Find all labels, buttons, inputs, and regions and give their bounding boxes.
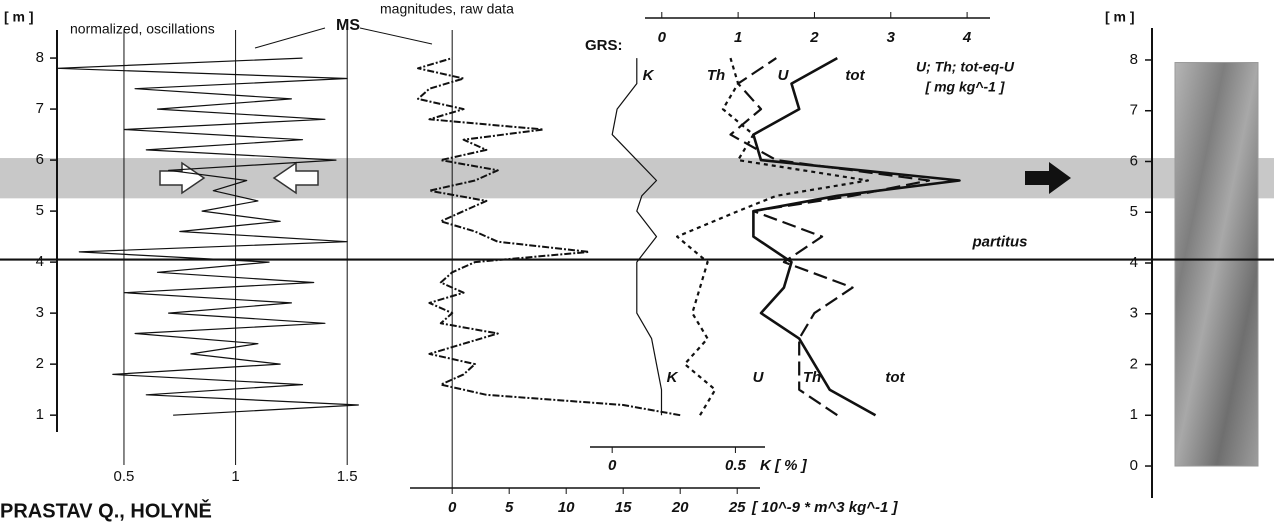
profile-line — [729, 57, 930, 417]
y-tick-label: 2 — [1130, 355, 1138, 372]
y-tick-label: 3 — [1130, 305, 1138, 322]
y-tick-label: 7 — [36, 100, 44, 117]
marker-label: partitus — [971, 234, 1027, 251]
y-tick-label: 1 — [1130, 406, 1138, 423]
ms-label: MS — [336, 17, 360, 34]
profile-line — [417, 57, 681, 417]
chart-title: normalized, oscillations — [70, 21, 215, 37]
series-label: K — [667, 369, 679, 386]
y-tick-label: 4 — [36, 253, 44, 270]
y-tick-label: 4 — [1130, 254, 1138, 271]
x2-axis-label: K [ % ] — [760, 457, 808, 474]
profile-line — [611, 58, 663, 416]
x-tick-label: 4 — [962, 29, 972, 46]
x2-tick-label: 0.5 — [725, 457, 747, 474]
x-tick-label: 0.5 — [114, 468, 135, 485]
y-tick-label: 6 — [36, 151, 44, 168]
arrow — [272, 161, 319, 195]
figure-title: PRASTAV Q., HOLYNĚ — [0, 498, 212, 522]
x-axis-unit: [ mg kg^-1 ] — [925, 79, 1006, 95]
x-tick-label: 1.5 — [337, 468, 358, 485]
x-tick-label: 0 — [658, 29, 667, 46]
y-axis-label: [ m ] — [4, 9, 34, 25]
x-tick-label: 1 — [231, 468, 239, 485]
profile-line — [752, 56, 961, 417]
x-tick-label: 20 — [671, 499, 689, 516]
y-tick-label: 5 — [1130, 203, 1138, 220]
x-tick-label: 1 — [734, 29, 742, 46]
x-tick-label: 10 — [558, 499, 575, 516]
y-tick-label: 2 — [36, 355, 44, 372]
arrow — [1025, 162, 1071, 194]
series-label: U — [753, 369, 765, 386]
y-tick-label: 5 — [36, 202, 44, 219]
x-tick-label: 15 — [615, 499, 632, 516]
leader — [359, 27, 433, 45]
x-tick-label: 5 — [505, 499, 514, 516]
y-tick-label: 1 — [36, 406, 44, 423]
profile-line — [56, 57, 359, 416]
y-tick-label: 6 — [1130, 152, 1138, 169]
y-tick-label: 7 — [1130, 102, 1138, 119]
y-axis-label: [ m ] — [1105, 9, 1135, 25]
x-axis-label: [ 10^-9 * m^3 kg^-1 ] — [751, 499, 898, 516]
series-label: U — [778, 67, 790, 84]
core-photo — [1174, 62, 1259, 467]
profile-line — [676, 57, 869, 416]
x-tick-label: 3 — [887, 29, 896, 46]
series-label: Th — [707, 67, 725, 84]
x-tick-label: 2 — [809, 29, 819, 46]
chart-title: GRS: — [585, 37, 623, 54]
series-label: tot — [845, 67, 865, 84]
y-tick-label: 0 — [1130, 457, 1138, 474]
y-tick-label: 8 — [36, 49, 44, 66]
y-tick-label: 3 — [36, 304, 44, 321]
series-label: Th — [803, 369, 821, 386]
x-tick-label: 0 — [448, 499, 457, 516]
chart-title: magnitudes, raw data — [380, 1, 514, 17]
y-tick-label: 8 — [1130, 51, 1138, 68]
x2-tick-label: 0 — [608, 457, 617, 474]
leader — [254, 27, 326, 49]
x-tick-label: 25 — [728, 499, 746, 516]
series-label: K — [643, 67, 655, 84]
x-axis-label: U; Th; tot-eq-U — [916, 59, 1015, 75]
series-label: tot — [885, 369, 905, 386]
